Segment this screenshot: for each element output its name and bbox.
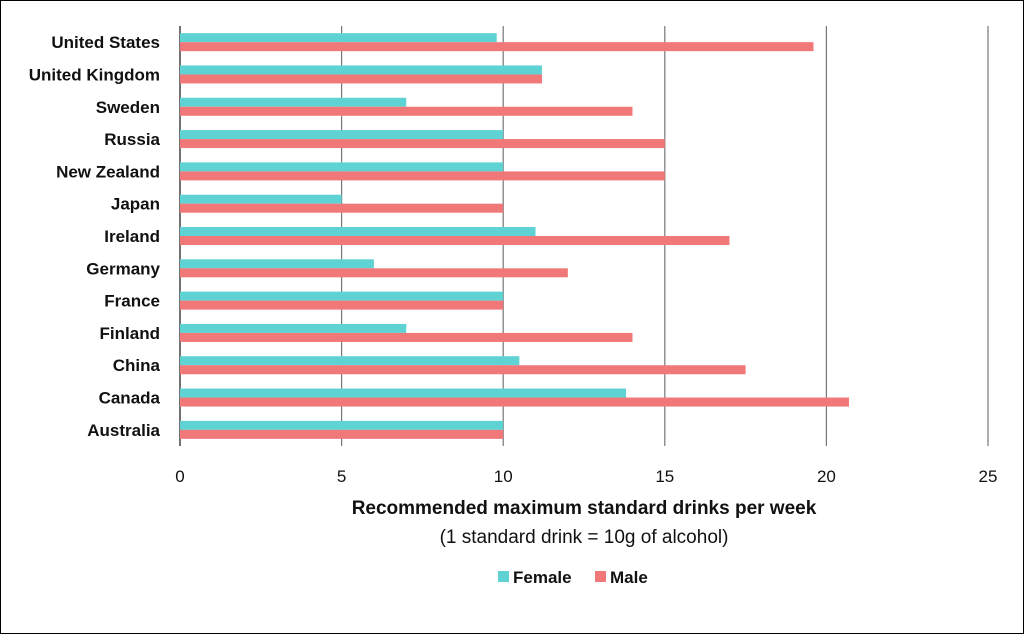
- bars: [180, 33, 850, 439]
- bar-male-russia: [180, 139, 665, 149]
- bar-female-sweden: [180, 97, 407, 107]
- bar-female-finland: [180, 323, 407, 333]
- bar-male-france: [180, 300, 504, 310]
- category-label-united-kingdom: United Kingdom: [29, 65, 160, 84]
- bar-male-sweden: [180, 106, 633, 116]
- bar-female-japan: [180, 194, 342, 204]
- bar-female-ireland: [180, 227, 536, 236]
- bar-male-australia: [180, 429, 504, 439]
- x-tick-0: 0: [175, 467, 184, 486]
- category-label-france: France: [104, 292, 160, 311]
- legend: Female Male: [498, 568, 648, 587]
- x-tick-10: 10: [494, 467, 513, 486]
- category-label-canada: Canada: [99, 389, 161, 408]
- x-tick-25: 25: [979, 467, 998, 486]
- x-tick-labels: 0 5 10 15 20 25: [175, 467, 997, 486]
- bar-male-ireland: [180, 236, 730, 245]
- bar-male-china: [180, 365, 746, 375]
- x-tick-20: 20: [817, 467, 836, 486]
- legend-swatch-female: [498, 571, 509, 582]
- bar-female-france: [180, 291, 504, 301]
- bar-female-china: [180, 356, 520, 366]
- bar-female-australia: [180, 420, 504, 430]
- category-label-new-zealand: New Zealand: [56, 162, 160, 181]
- category-label-australia: Australia: [87, 421, 160, 440]
- bar-female-russia: [180, 130, 504, 140]
- legend-label-female: Female: [513, 568, 572, 587]
- bar-male-germany: [180, 268, 568, 278]
- category-labels: United States United Kingdom Sweden Russia N…: [29, 33, 161, 440]
- x-tick-15: 15: [655, 467, 674, 486]
- category-label-united-states: United States: [51, 33, 160, 52]
- bar-female-united-kingdom: [180, 65, 542, 75]
- category-label-sweden: Sweden: [96, 98, 160, 117]
- x-tick-5: 5: [337, 467, 346, 486]
- category-label-ireland: Ireland: [104, 227, 160, 246]
- bar-male-finland: [180, 332, 633, 342]
- category-label-russia: Russia: [104, 130, 160, 149]
- x-axis-title: Recommended maximum standard drinks per …: [352, 498, 817, 519]
- category-label-china: China: [113, 356, 161, 375]
- bar-female-germany: [180, 259, 374, 269]
- bar-female-united-states: [180, 33, 497, 43]
- bar-female-canada: [180, 388, 627, 398]
- category-label-finland: Finland: [100, 324, 160, 343]
- bar-male-united-kingdom: [180, 74, 542, 84]
- category-label-japan: Japan: [111, 195, 160, 214]
- category-label-germany: Germany: [86, 259, 160, 278]
- bar-male-united-states: [180, 42, 814, 52]
- bar-male-japan: [180, 203, 504, 213]
- legend-swatch-male: [595, 571, 606, 582]
- legend-label-male: Male: [610, 568, 648, 587]
- bar-male-new-zealand: [180, 171, 665, 181]
- x-axis-subtitle: (1 standard drink = 10g of alcohol): [440, 527, 729, 548]
- bar-female-new-zealand: [180, 162, 504, 172]
- bar-male-canada: [180, 397, 850, 407]
